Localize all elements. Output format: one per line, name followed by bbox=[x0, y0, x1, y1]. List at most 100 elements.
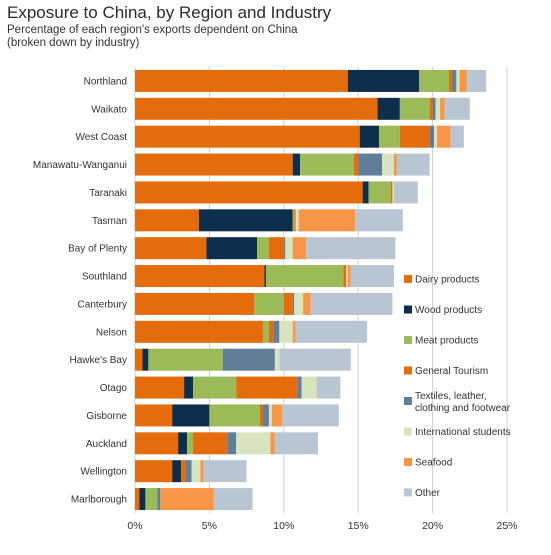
bar-gisborne-seafood bbox=[271, 404, 283, 427]
bar-southland-international-students bbox=[346, 265, 348, 288]
category-label-taranaki: Taranaki bbox=[89, 188, 127, 199]
legend-swatch-wood-products bbox=[404, 305, 412, 314]
legend-label-line: Other bbox=[415, 488, 441, 499]
bar-southland-meat-products bbox=[265, 265, 344, 288]
category-label-manawatu-wanganui: Manawatu-Wanganui bbox=[33, 160, 127, 171]
bar-marlborough-other bbox=[213, 488, 253, 511]
bar-northland-meat-products bbox=[419, 69, 449, 92]
x-axis-ticks: 0% 5% 10% 15% 20% 25% bbox=[127, 520, 517, 532]
bar-taranaki-meat-products bbox=[368, 181, 391, 204]
bar-taranaki-other bbox=[393, 181, 418, 204]
legend-label-line: Textiles, leather, bbox=[415, 391, 487, 402]
bar-marlborough-seafood bbox=[160, 488, 214, 511]
bar-gisborne-wood-products bbox=[172, 404, 210, 427]
chart-subtitle-line-2: (broken down by industry) bbox=[7, 37, 140, 49]
bar-tasman-other bbox=[355, 209, 403, 232]
bar-manawatu-wanganui-seafood bbox=[393, 153, 397, 176]
bar-otago-other bbox=[316, 376, 341, 399]
bar-hawke-s-bay-meat-products bbox=[148, 348, 223, 371]
bar-bay-of-plenty-meat-products bbox=[257, 237, 269, 260]
bar-tasman-dairy-products bbox=[135, 209, 199, 232]
legend: Dairy products Wood products Meat products… bbox=[404, 275, 511, 499]
category-label-canterbury: Canterbury bbox=[78, 299, 127, 310]
bar-canterbury-dairy-products bbox=[135, 292, 255, 315]
bar-canterbury-other bbox=[310, 292, 393, 315]
bar-wellington-seafood bbox=[200, 460, 204, 483]
bar-southland-seafood bbox=[347, 265, 351, 288]
bar-tasman-seafood bbox=[298, 209, 356, 232]
bar-auckland-other bbox=[274, 432, 319, 455]
legend-swatch-general-tourism bbox=[404, 366, 412, 375]
x-tick-25: 25% bbox=[496, 520, 517, 532]
legend-label-other: Other bbox=[415, 488, 441, 499]
bar-otago-wood-products bbox=[184, 376, 194, 399]
bar-wellington-general-tourism bbox=[181, 460, 186, 483]
category-label-wellington: Wellington bbox=[80, 467, 127, 478]
bar-taranaki-wood-products bbox=[362, 181, 369, 204]
bars bbox=[135, 69, 487, 511]
bar-gisborne-general-tourism bbox=[259, 404, 263, 427]
bar-manawatu-wanganui-textiles-leather-clothing-and-footwear bbox=[358, 153, 383, 176]
legend-swatch-meat-products bbox=[404, 336, 412, 344]
bar-west-coast-textiles-leather-clothing-and-footwear bbox=[429, 125, 435, 148]
bar-west-coast-dairy-products bbox=[135, 125, 360, 148]
bar-bay-of-plenty-general-tourism bbox=[268, 237, 284, 260]
bar-west-coast-other bbox=[450, 125, 464, 148]
bar-northland-other bbox=[466, 69, 487, 92]
bar-canterbury-international-students bbox=[294, 292, 304, 315]
bar-northland-wood-products bbox=[347, 69, 420, 92]
x-tick-5: 5% bbox=[202, 520, 217, 532]
bar-bay-of-plenty-dairy-products bbox=[135, 237, 207, 260]
bar-west-coast-meat-products bbox=[379, 125, 400, 148]
legend-label-wood-products: Wood products bbox=[415, 305, 482, 316]
legend-label-line: Dairy products bbox=[415, 275, 479, 286]
bar-southland-general-tourism bbox=[343, 265, 347, 288]
bar-southland-other bbox=[350, 265, 394, 288]
x-tick-0: 0% bbox=[127, 520, 142, 532]
bar-tasman-meat-products bbox=[292, 209, 295, 232]
x-tick-20: 20% bbox=[422, 520, 443, 532]
bar-otago-dairy-products bbox=[135, 376, 185, 399]
bar-taranaki-dairy-products bbox=[135, 181, 363, 204]
category-label-marlborough: Marlborough bbox=[71, 495, 127, 506]
bar-auckland-dairy-products bbox=[135, 432, 179, 455]
bar-northland-seafood bbox=[459, 69, 467, 92]
bar-hawke-s-bay-international-students bbox=[274, 348, 280, 371]
legend-label-line: International students bbox=[415, 427, 511, 438]
x-tick-15: 15% bbox=[348, 520, 369, 532]
bar-waikato-international-students bbox=[435, 97, 441, 120]
bar-west-coast-seafood bbox=[437, 125, 451, 148]
bar-tasman-international-students bbox=[295, 209, 299, 232]
bar-waikato-wood-products bbox=[377, 97, 400, 120]
bar-manawatu-wanganui-general-tourism bbox=[353, 153, 359, 176]
bar-wellington-dairy-products bbox=[135, 460, 173, 483]
x-tick-10: 10% bbox=[273, 520, 294, 532]
bar-nelson-textiles-leather-clothing-and-footwear bbox=[273, 320, 280, 343]
chart-title: Exposure to China, by Region and Industr… bbox=[7, 3, 332, 22]
bar-wellington-textiles-leather-clothing-and-footwear bbox=[185, 460, 192, 483]
bar-waikato-textiles-leather-clothing-and-footwear bbox=[432, 97, 436, 120]
bar-bay-of-plenty-textiles-leather-clothing-and-footwear bbox=[283, 237, 286, 260]
bar-canterbury-seafood bbox=[303, 292, 311, 315]
legend-swatch-other bbox=[404, 488, 412, 497]
bar-nelson-general-tourism bbox=[268, 320, 274, 343]
category-labels: Northland Waikato West Coast Manawatu-Wanga… bbox=[33, 76, 128, 505]
bar-manawatu-wanganui-wood-products bbox=[292, 153, 301, 176]
bar-wellington-other bbox=[203, 460, 247, 483]
bar-otago-international-students bbox=[301, 376, 317, 399]
category-label-bay-of-plenty: Bay of Plenty bbox=[68, 244, 127, 255]
bar-taranaki-international-students bbox=[392, 181, 394, 204]
legend-swatch-textiles-leather-clothing-and-footwear bbox=[404, 397, 412, 405]
bar-gisborne-international-students bbox=[268, 404, 272, 427]
legend-swatch-international-students bbox=[404, 427, 412, 436]
bar-otago-textiles-leather-clothing-and-footwear bbox=[297, 376, 302, 399]
bar-wellington-wood-products bbox=[172, 460, 182, 483]
bar-manawatu-wanganui-other bbox=[396, 153, 430, 176]
bar-gisborne-textiles-leather-clothing-and-footwear bbox=[262, 404, 269, 427]
bar-hawke-s-bay-wood-products bbox=[142, 348, 149, 371]
bar-gisborne-dairy-products bbox=[135, 404, 173, 427]
bar-tasman-wood-products bbox=[198, 209, 293, 232]
category-label-tasman: Tasman bbox=[92, 216, 127, 227]
category-label-nelson: Nelson bbox=[96, 327, 127, 338]
